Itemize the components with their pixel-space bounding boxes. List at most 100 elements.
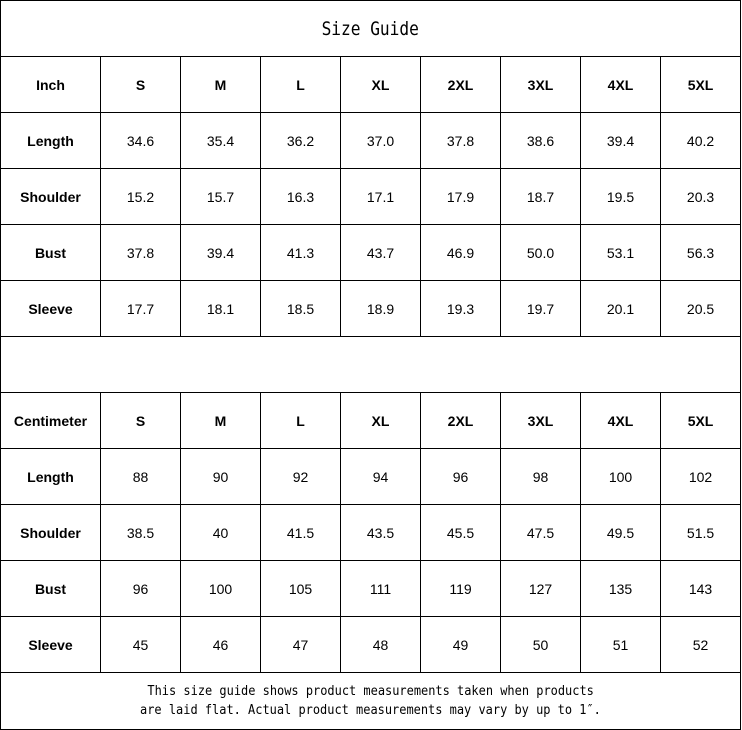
row-label: Length: [0, 448, 101, 505]
measurement-cell: 15.2: [100, 168, 181, 225]
page-title: Size Guide: [321, 17, 420, 40]
size-header: S: [100, 392, 181, 449]
measurement-cell: 36.2: [260, 112, 341, 169]
title-row: Size Guide: [0, 0, 742, 57]
table-row: Length 88 90 92 94 96 98 100 102: [0, 448, 742, 505]
measurement-cell: 18.5: [260, 280, 341, 337]
row-label: Sleeve: [0, 616, 101, 673]
measurement-cell: 39.4: [580, 112, 661, 169]
measurement-cell: 19.7: [500, 280, 581, 337]
measurement-cell: 18.1: [180, 280, 261, 337]
spacer-cell: [0, 336, 742, 393]
row-label: Shoulder: [0, 504, 101, 561]
table-row: Sleeve 17.7 18.1 18.5 18.9 19.3 19.7 20.1 20.5: [0, 280, 742, 337]
row-label: Length: [0, 112, 101, 169]
size-header: 4XL: [580, 56, 661, 113]
size-header: L: [260, 392, 341, 449]
measurement-cell: 43.5: [340, 504, 421, 561]
row-label: Shoulder: [0, 168, 101, 225]
measurement-cell: 40.2: [659, 112, 742, 169]
measurement-cell: 100: [580, 448, 661, 505]
measurement-cell: 96: [420, 448, 501, 505]
note-cell: This size guide shows product measuremen…: [0, 672, 742, 730]
measurement-cell: 37.8: [100, 224, 181, 281]
measurement-cell: 119: [420, 560, 501, 617]
size-header: 5XL: [659, 392, 742, 449]
measurement-cell: 41.3: [260, 224, 341, 281]
measurement-cell: 35.4: [180, 112, 261, 169]
measurement-cell: 45: [100, 616, 181, 673]
measurement-cell: 37.8: [420, 112, 501, 169]
table-row: Shoulder 38.5 40 41.5 43.5 45.5 47.5 49.5 51.5: [0, 504, 742, 561]
measurement-cell: 17.1: [340, 168, 421, 225]
measurement-cell: 38.6: [500, 112, 581, 169]
measurement-cell: 49.5: [580, 504, 661, 561]
row-label: Bust: [0, 560, 101, 617]
measurement-cell: 51.5: [659, 504, 742, 561]
unit-header: Inch: [0, 56, 101, 113]
row-label: Sleeve: [0, 280, 101, 337]
header-row: Centimeter S M L XL 2XL 3XL 4XL 5XL: [0, 392, 742, 449]
measurement-cell: 100: [180, 560, 261, 617]
size-header: S: [100, 56, 181, 113]
measurement-cell: 20.3: [659, 168, 742, 225]
measurement-cell: 19.5: [580, 168, 661, 225]
measurement-cell: 98: [500, 448, 581, 505]
measurement-cell: 143: [659, 560, 742, 617]
table-row: Length 34.6 35.4 36.2 37.0 37.8 38.6 39.4 40.2: [0, 112, 742, 169]
measurement-cell: 48: [340, 616, 421, 673]
row-label: Bust: [0, 224, 101, 281]
table-row: Sleeve 45 46 47 48 49 50 51 52: [0, 616, 742, 673]
measurement-cell: 17.9: [420, 168, 501, 225]
measurement-cell: 37.0: [340, 112, 421, 169]
size-header: L: [260, 56, 341, 113]
size-header: 3XL: [500, 392, 581, 449]
unit-header: Centimeter: [0, 392, 101, 449]
size-header: XL: [340, 56, 421, 113]
measurement-cell: 127: [500, 560, 581, 617]
note-text: This size guide shows product measuremen…: [147, 684, 594, 699]
measurement-cell: 18.9: [340, 280, 421, 337]
measurement-cell: 15.7: [180, 168, 261, 225]
measurement-cell: 102: [659, 448, 742, 505]
size-header: M: [180, 56, 261, 113]
size-header: 5XL: [659, 56, 742, 113]
measurement-cell: 41.5: [260, 504, 341, 561]
measurement-cell: 46.9: [420, 224, 501, 281]
measurement-cell: 90: [180, 448, 261, 505]
table-row: Shoulder 15.2 15.7 16.3 17.1 17.9 18.7 19.5 20.3: [0, 168, 742, 225]
measurement-cell: 34.6: [100, 112, 181, 169]
measurement-cell: 47.5: [500, 504, 581, 561]
measurement-cell: 111: [340, 560, 421, 617]
size-header: M: [180, 392, 261, 449]
measurement-cell: 16.3: [260, 168, 341, 225]
size-header: XL: [340, 392, 421, 449]
measurement-cell: 49: [420, 616, 501, 673]
measurement-cell: 92: [260, 448, 341, 505]
note-row: This size guide shows product measuremen…: [0, 672, 742, 730]
measurement-cell: 105: [260, 560, 341, 617]
measurement-cell: 43.7: [340, 224, 421, 281]
measurement-cell: 17.7: [100, 280, 181, 337]
table-row: Bust 37.8 39.4 41.3 43.7 46.9 50.0 53.1 56.3: [0, 224, 742, 281]
measurement-cell: 20.1: [580, 280, 661, 337]
size-header: 4XL: [580, 392, 661, 449]
measurement-cell: 56.3: [659, 224, 742, 281]
measurement-cell: 45.5: [420, 504, 501, 561]
note-text: are laid flat. Actual product measuremen…: [140, 703, 601, 718]
measurement-cell: 18.7: [500, 168, 581, 225]
size-header: 3XL: [500, 56, 581, 113]
measurement-cell: 94: [340, 448, 421, 505]
measurement-cell: 53.1: [580, 224, 661, 281]
measurement-cell: 46: [180, 616, 261, 673]
measurement-cell: 96: [100, 560, 181, 617]
measurement-cell: 50.0: [500, 224, 581, 281]
measurement-cell: 50: [500, 616, 581, 673]
size-header: 2XL: [420, 392, 501, 449]
measurement-cell: 39.4: [180, 224, 261, 281]
title-cell: Size Guide: [0, 0, 742, 57]
measurement-cell: 40: [180, 504, 261, 561]
measurement-cell: 19.3: [420, 280, 501, 337]
measurement-cell: 47: [260, 616, 341, 673]
